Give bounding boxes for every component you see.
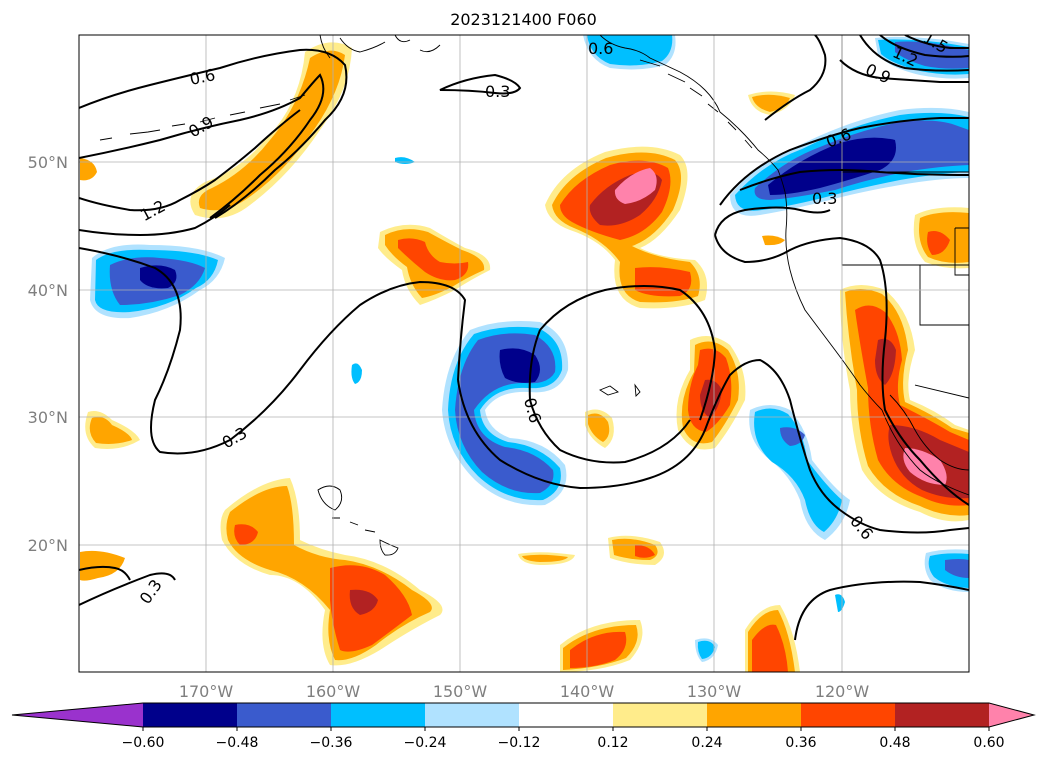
- warm-anomaly-south-central: [220, 478, 443, 666]
- colorbar-segment: [237, 703, 332, 727]
- contour-label: 0.6: [588, 39, 613, 58]
- lon-tick-label: 150°W: [433, 682, 488, 701]
- lat-tick-label: 40°N: [28, 281, 68, 300]
- map-title: 2023121400 F060: [450, 10, 597, 29]
- colorbar: −0.60 −0.48 −0.36 −0.24 −0.12 0.12 0.24 0.36 0.4…: [11, 702, 1036, 751]
- colorbar-tick-label: −0.60: [122, 735, 165, 751]
- lat-tick-label: 20°N: [28, 536, 68, 555]
- lon-axis: 170°W 160°W 150°W 140°W 130°W 120°W: [179, 682, 870, 701]
- contour-label: 0.3: [485, 82, 510, 101]
- colorbar-segment: [143, 703, 238, 727]
- warm-anomaly-east-central: [518, 336, 746, 565]
- contour-lines: [79, 35, 969, 641]
- lat-axis: 50°N 40°N 30°N 20°N: [28, 153, 68, 555]
- colorbar-segment: [707, 703, 802, 727]
- colorbar-tick-label: −0.24: [404, 735, 447, 751]
- colorbar-segment: [425, 703, 520, 727]
- warm-anomaly-aleutian: [190, 42, 352, 219]
- lon-tick-label: 120°W: [815, 682, 870, 701]
- colorbar-segment: [895, 703, 990, 727]
- warm-anomaly-small-west: [80, 158, 140, 581]
- colorbar-tick-label: −0.36: [310, 735, 353, 751]
- lon-tick-label: 160°W: [306, 682, 361, 701]
- lat-tick-label: 30°N: [28, 408, 68, 427]
- lat-tick-label: 50°N: [28, 153, 68, 172]
- warm-anomaly-northeast-pacific: [545, 146, 708, 309]
- colorbar-extend-high: [989, 703, 1034, 727]
- colorbar-segment: [331, 703, 426, 727]
- colorbar-segment: [613, 703, 708, 727]
- lon-tick-label: 140°W: [560, 682, 615, 701]
- contour-label: 0.3: [812, 189, 837, 208]
- colorbar-tick-label: 0.48: [879, 735, 910, 751]
- cold-anomaly-west: [90, 244, 225, 319]
- map-plot-area: 0.6 0.9 1.2 0.3 0.3 0.6 0.3 0.6 0.9 1.2 …: [79, 35, 969, 672]
- map-frame: [78, 34, 970, 673]
- contour-label: 0.6: [188, 65, 217, 89]
- colorbar-tick-label: −0.12: [498, 735, 541, 751]
- cold-anomaly-east: [695, 405, 969, 662]
- colorbar-segment: [801, 703, 896, 727]
- lon-tick-label: 170°W: [179, 682, 234, 701]
- colorbar-tick-label: −0.48: [216, 735, 259, 751]
- colorbar-segment: [519, 703, 614, 727]
- colorbar-tick-label: 0.36: [785, 735, 816, 751]
- lon-tick-label: 130°W: [687, 682, 742, 701]
- warm-anomaly-mid-central: [378, 224, 491, 305]
- colorbar-extend-low: [12, 703, 143, 727]
- colorbar-tick-label: 0.60: [973, 735, 1004, 751]
- colorbar-tick-label: 0.12: [597, 735, 628, 751]
- colorbar-tick-label: 0.24: [691, 735, 722, 751]
- warm-anomaly-south-east: [560, 91, 800, 672]
